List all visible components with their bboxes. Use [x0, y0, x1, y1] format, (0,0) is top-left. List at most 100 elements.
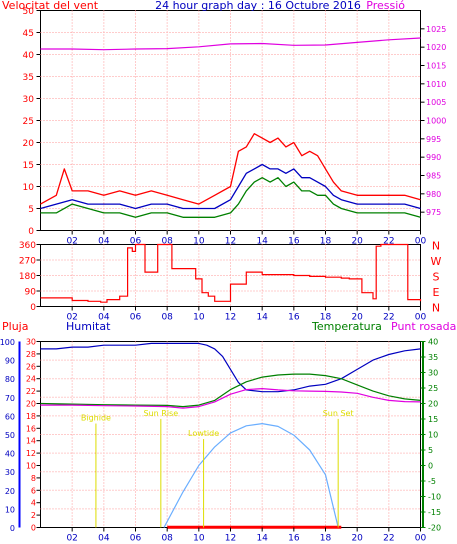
x-tick-label: 22: [383, 534, 394, 544]
annotation-label: Sun Set: [323, 409, 354, 418]
pressure-tick-label: 980: [426, 190, 441, 199]
temperature-tick-label: 40: [428, 338, 438, 347]
rain-tick-label: 28: [26, 350, 36, 359]
humidity-tick-label: 90: [5, 357, 15, 366]
pressure-tick-label: 985: [426, 172, 441, 181]
x-tick-label: 02: [66, 237, 77, 247]
direction-tick-label: 180: [19, 272, 36, 282]
wind-speed-tick-label: 50: [23, 7, 35, 17]
humidity-temperature-panel: Pluja Humitat Temperatura Punt rosada 0 1…: [0, 320, 456, 544]
humidity-tick-label: 0: [10, 524, 15, 533]
direction-tick-label: 90: [25, 288, 37, 298]
x-tick-label: 04: [98, 313, 110, 323]
x-tick-label: 02: [66, 534, 77, 544]
temperature-tick-label: 25: [428, 384, 438, 393]
pressure-tick-label: 1005: [426, 98, 446, 107]
pressure-line: [40, 37, 421, 51]
rain-tick-label: 10: [26, 462, 36, 471]
humidity-axis: 0 10 20 30 40 50 60 70 80 90 100: [0, 338, 21, 533]
temperature-tick-label: 35: [428, 353, 438, 362]
humidity-tick-label: 60: [5, 412, 15, 421]
wind-gust-line: [40, 133, 421, 205]
wind-speed-tick-label: 40: [23, 51, 35, 61]
panel2-time-axis: 02 04 06 08 10 12 14 16 18 20 22 00: [66, 306, 426, 323]
humidity-tick-label: 40: [5, 450, 15, 459]
pressure-tick-label: 1025: [426, 25, 446, 34]
pressure-tick-label: 995: [426, 135, 441, 144]
x-tick-label: 08: [161, 313, 173, 323]
rain-label: Pluja: [2, 320, 28, 333]
wind-speed-tick-label: 10: [23, 183, 35, 193]
rain-tick-label: 0: [31, 524, 36, 533]
compass-label: E: [433, 286, 440, 299]
x-tick-label: 18: [320, 313, 332, 323]
pressure-tick-label: 990: [426, 153, 441, 162]
wind-average-line: [40, 163, 421, 210]
tide-sun-annotations: Bighide Sun Rise Lowtide Sun Set: [81, 409, 354, 528]
x-tick-label: 10: [193, 313, 205, 323]
wind-speed-line: [40, 177, 421, 218]
wind-speed-tick-label: 20: [23, 139, 35, 149]
x-tick-label: 04: [98, 237, 110, 247]
x-tick-label: 06: [130, 313, 142, 323]
humidity-tick-label: 80: [5, 375, 15, 384]
temperature-tick-label: -15: [428, 508, 441, 517]
humidity-tick-label: 70: [5, 394, 15, 403]
wind-speed-tick-label: 30: [23, 95, 35, 105]
direction-tick-label: 270: [19, 257, 36, 267]
x-tick-label: 18: [320, 237, 332, 247]
temperature-tick-label: 20: [428, 400, 438, 409]
pressure-tick-label: 975: [426, 208, 441, 217]
x-tick-label: 20: [351, 534, 363, 544]
temperature-tick-label: 10: [428, 431, 438, 440]
pressure-tick-label: 1000: [426, 117, 446, 126]
rain-tick-label: 24: [26, 375, 36, 384]
direction-tick-label: 360: [19, 241, 36, 251]
rain-tick-label: 18: [26, 412, 36, 421]
temperature-tick-label: -20: [428, 524, 441, 533]
panel2-series: [40, 243, 422, 303]
chart-title: 24 hour graph day : 16 Octubre 2016: [155, 0, 361, 12]
pressure-tick-label: 1015: [426, 62, 446, 71]
compass-label: W: [431, 255, 442, 268]
rain-tick-label: 2: [31, 511, 36, 520]
wind-speed-tick-label: 0: [28, 227, 34, 237]
x-tick-label: 14: [256, 237, 268, 247]
humidity-line: [40, 342, 421, 393]
x-tick-label: 22: [383, 237, 394, 247]
x-tick-label: 08: [161, 237, 173, 247]
x-tick-label: 14: [256, 313, 268, 323]
wind-speed-tick-label: 35: [23, 73, 34, 83]
panel3-grid: [40, 341, 421, 528]
wind-speed-axis: 0 5 10 15 20 25 30 35 40 45 50: [23, 7, 41, 237]
x-tick-label: 06: [130, 534, 142, 544]
humidity-tick-label: 30: [5, 468, 15, 477]
panel3-time-axis: 02 04 06 08 10 12 14 16 18 20 22 00: [66, 527, 427, 544]
annotation-label: Bighide: [81, 414, 111, 423]
direction-tick-label: 0: [30, 303, 36, 313]
compass-label: N: [432, 240, 440, 253]
x-tick-label: 12: [225, 534, 236, 544]
humidity-label: Humitat: [66, 320, 111, 333]
panel1-series: [40, 37, 421, 218]
compass-label: N: [432, 302, 440, 315]
temperature-axis: -20 -15 -10 -5 0 5 10 15 20 25 30 35 40: [420, 338, 441, 533]
x-tick-label: 02: [66, 313, 77, 323]
temperature-tick-label: -5: [428, 477, 436, 486]
x-tick-label: 10: [193, 534, 205, 544]
x-tick-label: 16: [288, 237, 300, 247]
rain-tick-label: 4: [31, 499, 36, 508]
dew-point-label: Punt rosada: [391, 320, 456, 333]
temperature-tick-label: -10: [428, 493, 441, 502]
x-tick-label: 08: [161, 534, 173, 544]
panel3-series: [40, 342, 421, 529]
wind-speed-tick-label: 45: [23, 29, 34, 39]
x-tick-label: 00: [415, 534, 427, 544]
rain-tick-label: 20: [26, 400, 36, 409]
rain-tick-label: 12: [26, 449, 36, 458]
humidity-tick-label: 100: [0, 338, 15, 347]
rain-tick-label: 22: [26, 387, 36, 396]
